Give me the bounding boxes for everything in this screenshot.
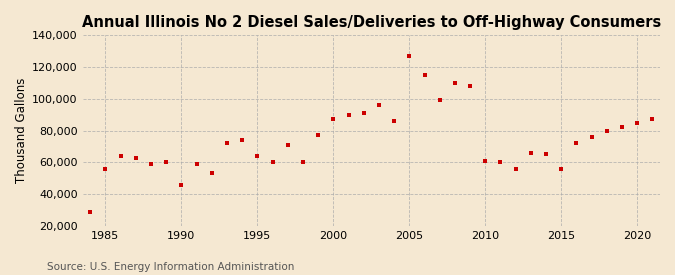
Y-axis label: Thousand Gallons: Thousand Gallons [15,78,28,183]
Point [647,117,658,122]
Point [464,84,475,88]
Point [571,141,582,145]
Point [252,154,263,158]
Point [556,167,566,171]
Point [389,119,400,123]
Point [146,162,157,166]
Point [510,167,521,171]
Point [237,138,248,142]
Point [419,73,430,77]
Point [100,167,111,171]
Point [480,159,491,163]
Point [434,98,445,103]
Point [495,160,506,164]
Point [313,133,323,138]
Point [632,120,643,125]
Point [450,81,460,85]
Point [161,160,171,164]
Text: Source: U.S. Energy Information Administration: Source: U.S. Energy Information Administ… [47,262,294,272]
Point [85,209,96,214]
Point [617,125,628,130]
Point [176,182,187,187]
Point [221,141,232,145]
Point [267,160,278,164]
Point [70,149,80,153]
Point [373,103,384,108]
Point [298,160,308,164]
Point [328,117,339,122]
Point [207,171,217,176]
Point [525,151,536,155]
Point [601,128,612,133]
Point [404,54,414,58]
Point [282,143,293,147]
Point [586,135,597,139]
Point [115,154,126,158]
Point [191,162,202,166]
Title: Annual Illinois No 2 Diesel Sales/Deliveries to Off-Highway Consumers: Annual Illinois No 2 Diesel Sales/Delive… [82,15,661,30]
Point [130,155,141,160]
Point [541,152,551,157]
Point [343,112,354,117]
Point [358,111,369,115]
